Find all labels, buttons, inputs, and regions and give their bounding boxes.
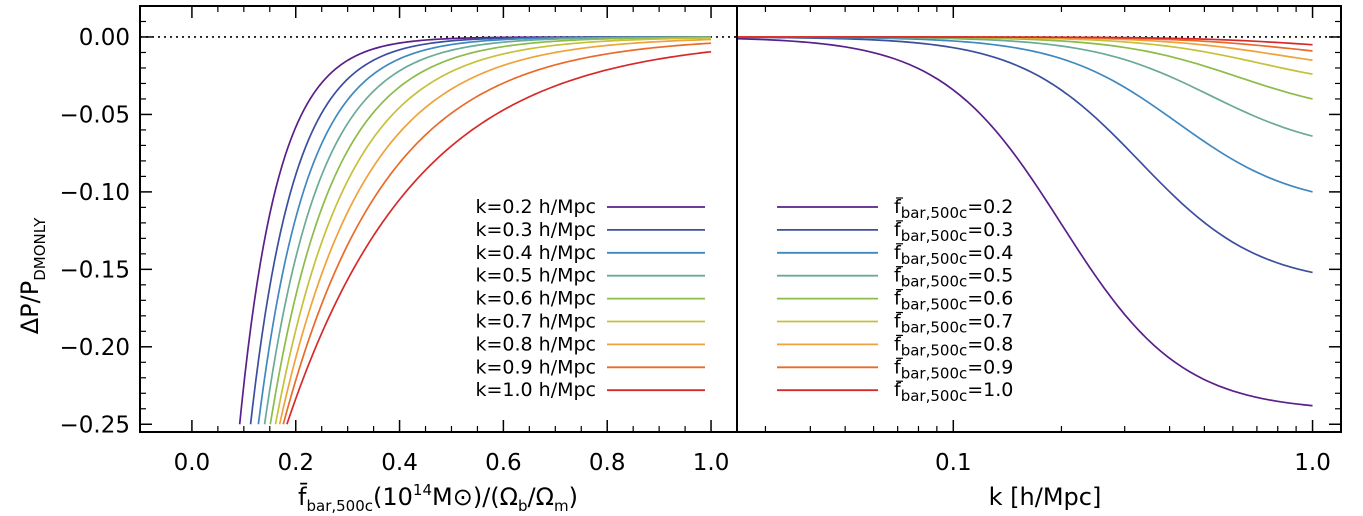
y-tick-label: −0.05	[60, 102, 130, 128]
right-x-axis-title: k [h/Mpc]	[989, 483, 1102, 511]
right-plot-frame	[736, 5, 1342, 433]
left-legend-label: k=0.5 h/Mpc	[475, 265, 596, 287]
left-legend-label: k=0.3 h/Mpc	[475, 219, 596, 241]
right-series-line	[737, 37, 1313, 407]
y-tick-label: −0.10	[60, 180, 130, 206]
right-legend-label: fbar,500c=0.5	[894, 265, 1013, 291]
right-legend-label: fbar,500c=0.3	[894, 219, 1013, 245]
left-legend-label: k=0.2 h/Mpc	[475, 196, 596, 218]
y-tick-label: −0.25	[60, 412, 130, 438]
left-legend-label: k=0.7 h/Mpc	[475, 311, 596, 333]
left-series-line	[269, 36, 712, 425]
left-x-tick-label: 0.8	[589, 450, 626, 476]
y-axis-title: ΔP/PDMONLY	[16, 217, 49, 334]
svg-text:f̄bar,500c(1014M⊙)/(Ωb/Ωm): f̄bar,500c(1014M⊙)/(Ωb/Ωm)	[298, 481, 578, 515]
svg-text:ΔP/PDMONLY: ΔP/PDMONLY	[16, 217, 49, 334]
left-x-tick-label: 0.2	[277, 450, 314, 476]
right-legend-label: fbar,500c=0.7	[894, 311, 1013, 337]
left-x-tick-label: 0.6	[485, 450, 522, 476]
right-panel: 0.1 1.0fbar,500c=0.2fbar,500c=0.3fbar,500…	[736, 5, 1342, 476]
left-panel: 0.0 0.2 0.4 0.6 0.8 1.0 0.00 −0.05 −0.10 −0.15 −0.…	[60, 5, 1341, 476]
right-series-line	[737, 36, 1313, 137]
y-tick-label: −0.20	[60, 335, 130, 361]
left-series-line	[278, 38, 712, 425]
left-x-tick-label: 0.4	[381, 450, 418, 476]
svg-text:k [h/Mpc]: k [h/Mpc]	[989, 483, 1102, 511]
right-series-line	[737, 36, 1313, 46]
y-tick-label: 0.00	[79, 25, 130, 51]
left-series-line	[282, 42, 712, 425]
left-series-line	[286, 50, 712, 425]
right-series-line	[737, 36, 1313, 100]
left-x-tick-label: 1.0	[693, 450, 730, 476]
left-legend-label: k=1.0 h/Mpc	[475, 379, 596, 401]
left-series-line	[274, 37, 712, 425]
y-tick-label: −0.15	[60, 257, 130, 283]
right-legend-label: fbar,500c=0.2	[894, 196, 1013, 222]
left-x-axis-title: f̄bar,500c(1014M⊙)/(Ωb/Ωm)	[298, 481, 578, 515]
left-x-tick-label: 0.0	[174, 450, 211, 476]
right-x-tick-label: 1.0	[1294, 450, 1331, 476]
right-legend-label: fbar,500c=0.9	[894, 356, 1013, 382]
left-legend-label: k=0.8 h/Mpc	[475, 333, 596, 355]
left-legend-label: k=0.4 h/Mpc	[475, 242, 596, 264]
left-legend-label: k=0.6 h/Mpc	[475, 288, 596, 310]
right-x-tick-label: 0.1	[935, 450, 972, 476]
right-legend-label: fbar,500c=0.8	[894, 333, 1013, 359]
right-legend-label: fbar,500c=0.6	[894, 288, 1013, 314]
right-legend-label: fbar,500c=1.0	[894, 379, 1013, 405]
right-legend-label: fbar,500c=0.4	[894, 242, 1013, 268]
right-series-line	[737, 36, 1313, 274]
right-legend: fbar,500c=0.2fbar,500c=0.3fbar,500c=0.4f…	[777, 196, 1013, 405]
left-legend-label: k=0.9 h/Mpc	[475, 356, 596, 378]
